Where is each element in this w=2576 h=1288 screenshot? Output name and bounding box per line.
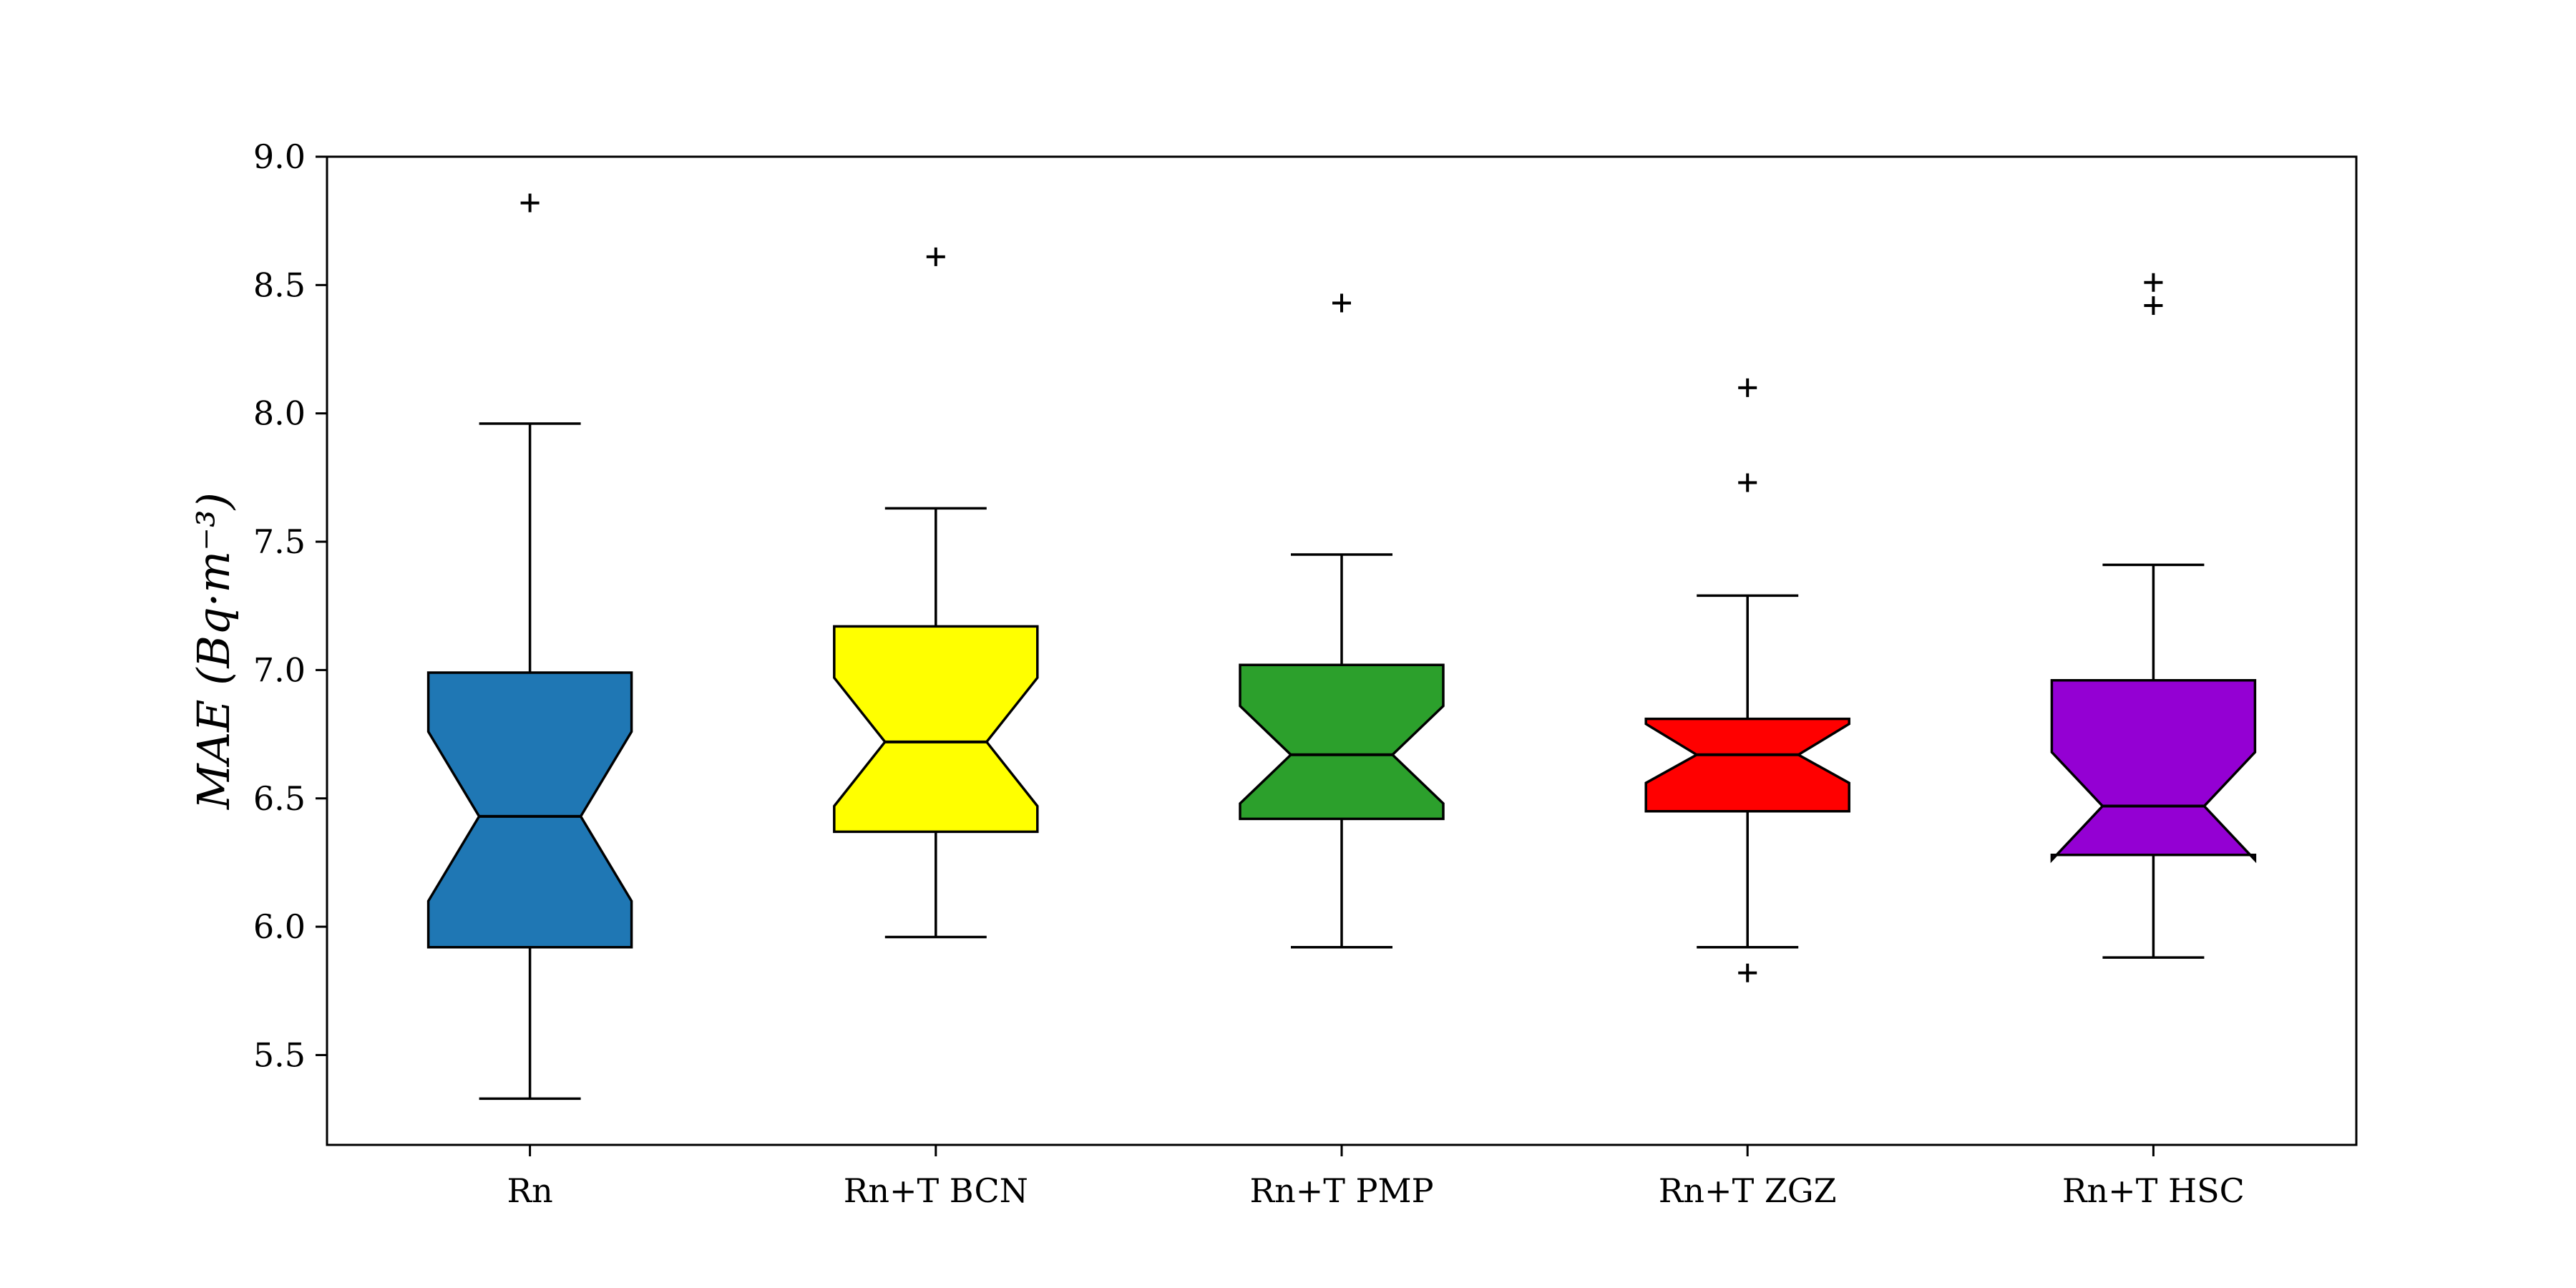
box-body bbox=[1239, 663, 1445, 821]
x-tick-label: Rn+T BCN bbox=[844, 1171, 1028, 1210]
y-tick-label: 8.5 bbox=[253, 265, 306, 304]
y-tick-label: 7.0 bbox=[253, 650, 306, 689]
box-body bbox=[2050, 679, 2257, 864]
x-tick-label: Rn bbox=[507, 1171, 552, 1210]
y-tick-label: 6.0 bbox=[253, 907, 306, 946]
y-axis-label: MAE (Bq·m⁻³) bbox=[187, 492, 240, 810]
outlier-marker bbox=[1738, 378, 1757, 397]
x-axis-ticks: Rn Rn+T BCN Rn+T PMP Rn+T ZGZ Rn+T HSC bbox=[507, 1145, 2245, 1210]
x-tick-label: Rn+T PMP bbox=[1249, 1171, 1433, 1210]
x-tick-label: Rn+T HSC bbox=[2062, 1171, 2245, 1210]
outlier-marker bbox=[1332, 293, 1351, 313]
box-body bbox=[833, 625, 1039, 834]
boxes-layer bbox=[426, 193, 2257, 1101]
box-body bbox=[1644, 717, 1850, 813]
outlier-marker bbox=[520, 193, 540, 213]
outlier-marker bbox=[2144, 296, 2163, 316]
box-group bbox=[1644, 378, 1850, 982]
outlier-marker bbox=[2144, 273, 2163, 292]
y-tick-label: 8.0 bbox=[253, 394, 306, 433]
x-tick-label: Rn+T ZGZ bbox=[1659, 1171, 1837, 1210]
box-group bbox=[1239, 293, 1445, 949]
y-axis-ticks: 5.5 6.0 6.5 7.0 7.5 8.0 8.5 9.0 bbox=[253, 137, 327, 1074]
box-group bbox=[426, 193, 633, 1101]
box-group bbox=[833, 247, 1039, 939]
box-body bbox=[426, 671, 633, 949]
y-tick-label: 9.0 bbox=[253, 137, 306, 176]
outlier-marker bbox=[926, 247, 945, 266]
outlier-marker bbox=[1738, 473, 1757, 492]
outlier-marker bbox=[1738, 963, 1757, 982]
y-tick-label: 6.5 bbox=[253, 779, 306, 818]
y-tick-label: 7.5 bbox=[253, 522, 306, 561]
box-group bbox=[2050, 273, 2257, 959]
y-tick-label: 5.5 bbox=[253, 1035, 306, 1074]
